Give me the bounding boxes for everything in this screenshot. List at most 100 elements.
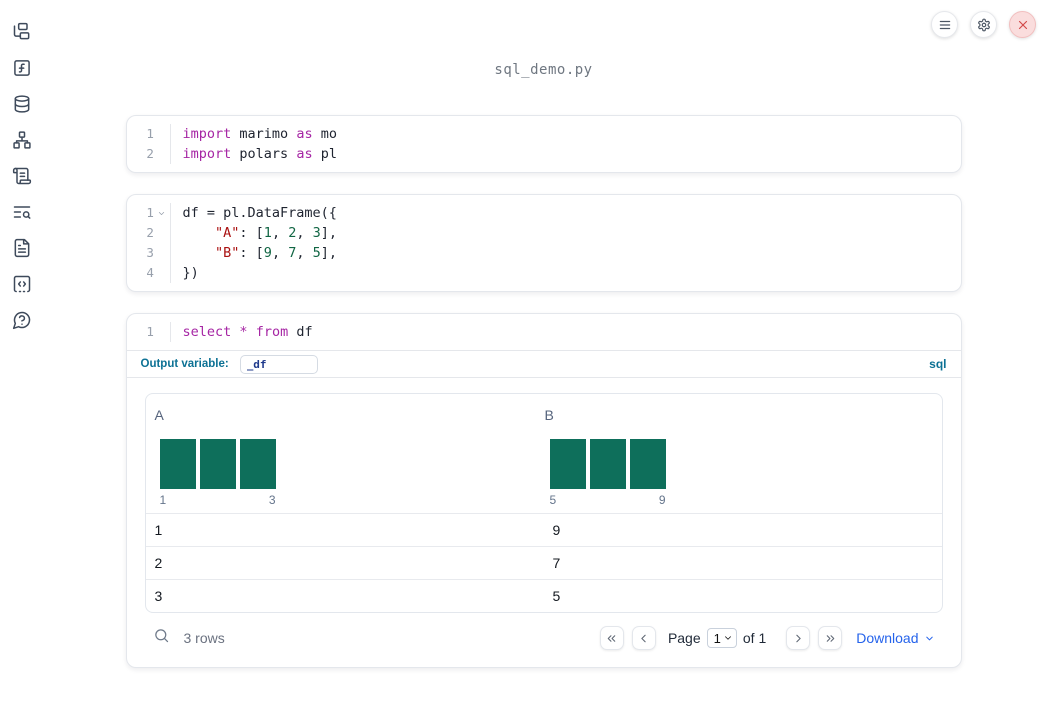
shutdown-button[interactable] — [1009, 11, 1036, 38]
code-text: "B": [9, 7, 5], — [171, 243, 337, 263]
download-button[interactable]: Download — [856, 630, 934, 646]
code-text: }) — [171, 263, 199, 283]
code-line[interactable]: 2 "A": [1, 2, 3], — [127, 223, 961, 243]
table-cell: 1 — [154, 522, 163, 538]
logs-icon[interactable] — [4, 158, 40, 194]
code-token: 5 — [312, 245, 321, 261]
code-token: marimo — [231, 126, 297, 142]
code-text: df = pl.DataFrame({ — [171, 203, 337, 223]
documentation-icon[interactable] — [4, 230, 40, 266]
code-line[interactable]: 1 import marimo as mo — [127, 124, 961, 144]
notebook-actions — [931, 11, 1036, 38]
column-histogram — [549, 439, 934, 489]
table-cell: 5 — [552, 588, 561, 604]
code-token: polars — [231, 146, 297, 162]
histogram-bar — [549, 439, 586, 489]
code-token: import — [182, 146, 232, 162]
column-histogram — [159, 439, 544, 489]
dependencies-icon[interactable] — [4, 122, 40, 158]
notebook: sql_demo.py 1 import marimo as mo 2 import … — [44, 59, 1043, 668]
settings-button[interactable] — [970, 11, 997, 38]
line-gutter: 1 — [127, 322, 171, 342]
sql-language-badge: sql — [929, 357, 947, 371]
code-line[interactable]: 2 import polars as pl — [127, 144, 961, 164]
chevron-left-icon — [641, 634, 647, 642]
code-line[interactable]: 3 "B": [9, 7, 5], — [127, 243, 961, 263]
help-icon[interactable] — [4, 302, 40, 338]
output-variable-bar: Output variable: sql — [126, 350, 961, 378]
code-token: * — [239, 324, 248, 340]
fold-spacer — [154, 124, 170, 144]
line-gutter: 3 — [127, 243, 171, 263]
histogram-bar — [629, 439, 666, 489]
code-token: df — [288, 324, 313, 340]
pagination: Page 1 of 1 Download — [599, 626, 935, 650]
axis-max-label: 3 — [268, 493, 276, 507]
code-token: "B" — [215, 245, 240, 261]
line-number: 2 — [146, 146, 154, 161]
output-variable-label: Output variable: — [140, 358, 229, 370]
sql-cell[interactable]: 1 select * from df Output variable: sql A… — [125, 313, 962, 668]
axis-min-label: 5 — [549, 493, 557, 507]
code-token: ], — [320, 225, 338, 241]
code-token: 3 — [312, 225, 321, 241]
code-token: import — [182, 126, 232, 142]
sidebar — [0, 0, 44, 713]
code-token: , — [271, 245, 289, 261]
code-line[interactable]: 1 df = pl.DataFrame({ — [127, 203, 961, 223]
output-variable-input[interactable] — [239, 354, 318, 374]
outline-search-icon[interactable] — [4, 194, 40, 230]
code-line[interactable]: 1 select * from df — [127, 322, 961, 342]
line-gutter: 4 — [127, 263, 171, 283]
chevron-down-icon — [724, 636, 731, 640]
scratchpad-icon[interactable] — [4, 266, 40, 302]
code-token: as — [296, 146, 313, 162]
histogram-bar — [239, 439, 276, 489]
table-cell: 7 — [552, 555, 561, 571]
line-number: 4 — [146, 265, 154, 280]
next-page-button[interactable] — [786, 626, 811, 650]
column-name: B — [544, 407, 554, 423]
fold-spacer — [154, 243, 170, 263]
histogram-bar — [199, 439, 236, 489]
code-token: : [ — [239, 245, 264, 261]
code-token — [183, 245, 216, 261]
code-token: , — [296, 245, 313, 261]
code-token: pl — [312, 146, 337, 162]
table-cell: 2 — [154, 555, 163, 571]
last-page-button[interactable] — [818, 626, 843, 650]
file-explorer-icon[interactable] — [4, 14, 40, 50]
data-sources-icon[interactable] — [4, 86, 40, 122]
first-page-button[interactable] — [599, 626, 624, 650]
line-number: 1 — [146, 205, 154, 220]
search-icon[interactable] — [153, 627, 170, 649]
code-line[interactable]: 4}) — [127, 263, 961, 283]
code-cell-dataframe[interactable]: 1 df = pl.DataFrame({2 "A": [1, 2, 3], 3 "… — [125, 194, 962, 292]
code-token: 2 — [288, 225, 297, 241]
line-gutter: 1 — [127, 124, 171, 144]
page-number-select[interactable]: 1 — [706, 628, 737, 648]
code-cell-imports[interactable]: 1 import marimo as mo 2 import polars as pl — [125, 115, 962, 173]
axis-min-label: 1 — [159, 493, 167, 507]
column-name: A — [154, 407, 164, 423]
fold-chevron-icon[interactable] — [154, 203, 170, 223]
code-token: 1 — [263, 225, 272, 241]
code-text: import polars as pl — [171, 144, 337, 164]
variables-icon[interactable] — [4, 50, 40, 86]
line-gutter: 1 — [127, 203, 171, 223]
menu-button[interactable] — [931, 11, 958, 38]
previous-page-button[interactable] — [631, 626, 656, 650]
line-number: 3 — [146, 245, 154, 260]
close-icon — [1018, 20, 1027, 29]
code-text: "A": [1, 2, 3], — [171, 223, 338, 243]
